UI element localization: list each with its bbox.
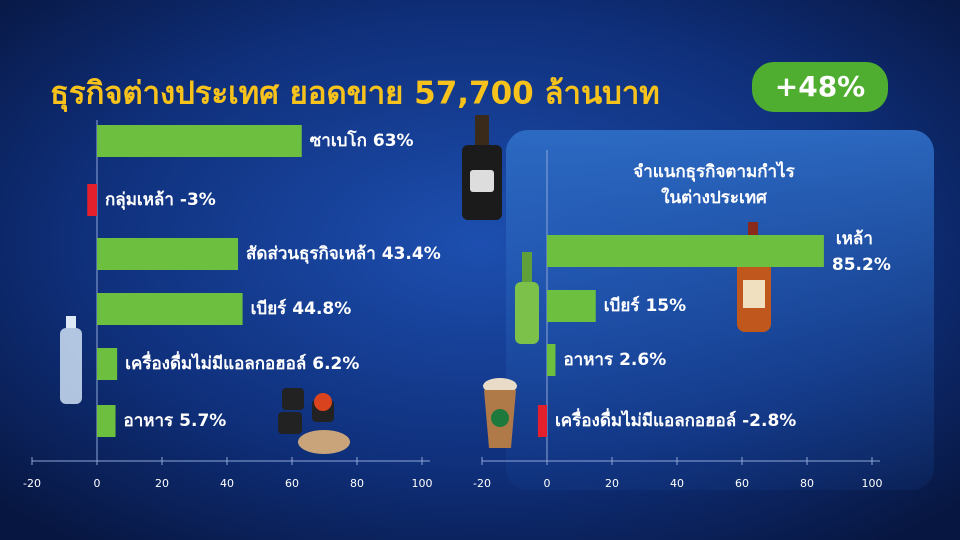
- value-label: 6.2%: [312, 354, 359, 374]
- category-label: ซาเบโก: [310, 130, 367, 151]
- category-label: เหล้า: [836, 229, 873, 249]
- value-label: 15%: [645, 296, 686, 316]
- icon-water-bottle: [60, 316, 82, 404]
- x-tick-label: 0: [544, 477, 551, 490]
- x-tick-label: 60: [735, 477, 749, 490]
- bar: [97, 238, 239, 270]
- value-label: 85.2%: [832, 255, 891, 275]
- bar-label: เครื่องดื่มไม่มีแอลกอฮอล์ -2.8%: [555, 408, 796, 431]
- x-tick-label: 40: [670, 477, 684, 490]
- x-tick-label: 60: [285, 477, 299, 490]
- value-label: 43.4%: [382, 244, 441, 264]
- category-label: เครื่องดื่มไม่มีแอลกอฮอล์: [555, 408, 736, 431]
- x-tick-label: 0: [94, 477, 101, 490]
- chart-title: ในต่างประเทศ: [661, 187, 768, 208]
- category-label: สัดส่วนธุรกิจเหล้า: [246, 244, 376, 264]
- value-label: -2.8%: [742, 411, 796, 431]
- bar: [537, 405, 547, 437]
- bar-label: อาหาร 2.6%: [563, 350, 666, 370]
- category-label: เบียร์: [251, 298, 288, 319]
- chart-title: ธุรกิจต่างประเทศ ยอดขาย 57,700 ล้านบาท: [50, 76, 660, 113]
- category-label: เครื่องดื่มไม่มีแอลกอฮอล์: [125, 351, 306, 374]
- x-tick-label: 80: [350, 477, 364, 490]
- bar-label: เบียร์ 15%: [604, 295, 686, 316]
- bar: [87, 184, 97, 216]
- category-label: อาหาร: [563, 350, 614, 370]
- x-tick-label: 80: [800, 477, 814, 490]
- bar-label: อาหาร 5.7%: [124, 411, 227, 431]
- chart-title: จำแนกธุรกิจตามกำไร: [633, 161, 795, 182]
- panel: [506, 130, 934, 490]
- bar: [97, 125, 302, 157]
- x-tick-label: -20: [473, 477, 491, 490]
- x-tick-label: 20: [155, 477, 169, 490]
- bar-label: ซาเบโก 63%: [310, 130, 414, 151]
- bar: [547, 290, 596, 322]
- value-label: 5.7%: [179, 411, 226, 431]
- badge: [752, 62, 888, 112]
- x-tick-label: 100: [412, 477, 433, 490]
- x-tick-label: -20: [23, 477, 41, 490]
- bar: [97, 405, 116, 437]
- icon-beer-bottle: [515, 252, 539, 344]
- category-label: เบียร์: [604, 295, 641, 316]
- bar: [97, 293, 243, 325]
- bar: [547, 344, 556, 376]
- badge-text: +48%: [775, 70, 865, 103]
- icon-coffee-cup: [483, 378, 517, 448]
- x-tick-label: 100: [862, 477, 883, 490]
- x-tick-label: 20: [605, 477, 619, 490]
- bar-label: เครื่องดื่มไม่มีแอลกอฮอล์ 6.2%: [125, 351, 359, 374]
- icon-food: [278, 388, 350, 454]
- value-label: 63%: [373, 131, 414, 151]
- bar: [97, 348, 118, 380]
- bar: [547, 235, 824, 267]
- category-label: กลุ่มเหล้า: [105, 190, 174, 210]
- bar-label: สัดส่วนธุรกิจเหล้า 43.4%: [246, 244, 441, 264]
- x-tick-label: 40: [220, 477, 234, 490]
- value-label: 2.6%: [619, 350, 666, 370]
- bar-label: เบียร์ 44.8%: [251, 298, 352, 319]
- category-label: อาหาร: [124, 411, 175, 431]
- value-label: -3%: [180, 190, 216, 210]
- icon-whisky: [462, 115, 502, 220]
- bar-label: กลุ่มเหล้า -3%: [105, 190, 216, 210]
- value-label: 44.8%: [292, 299, 351, 319]
